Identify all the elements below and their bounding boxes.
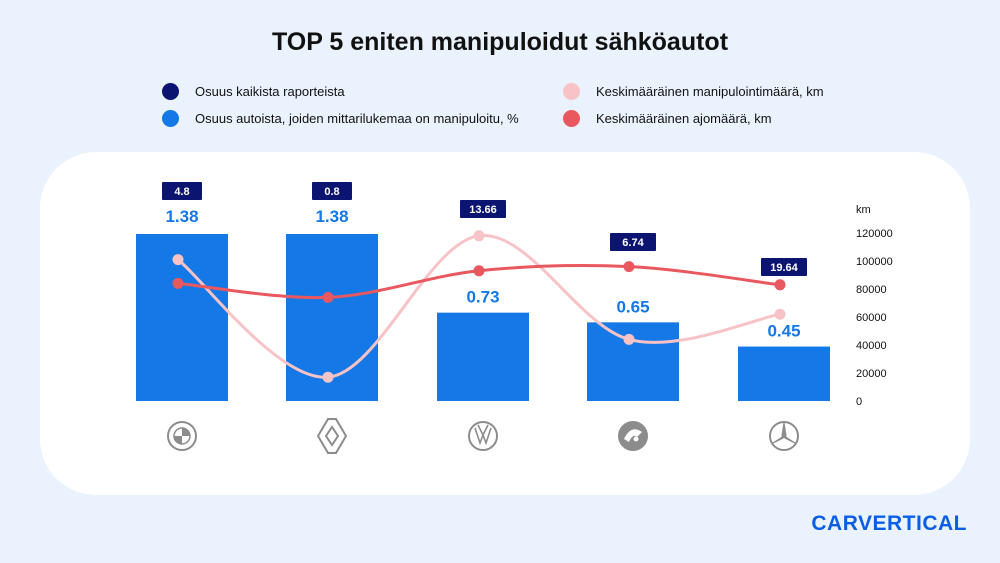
mileage-point xyxy=(774,279,786,291)
legend-item-manipulated-share: Osuus autoista, joiden mittarilukemaa on… xyxy=(162,110,519,127)
bar xyxy=(738,346,830,401)
legend-item-reports-share: Osuus kaikista raporteista xyxy=(162,83,345,100)
y-tick-label: 120000 xyxy=(856,228,893,240)
y-tick-label: 60000 xyxy=(856,312,887,324)
volkswagen-icon xyxy=(468,421,498,451)
legend-label: Osuus autoista, joiden mittarilukemaa on… xyxy=(195,111,519,126)
manipulation-point xyxy=(473,230,485,242)
legend-dot-pink xyxy=(563,83,580,100)
chart-title: TOP 5 eniten manipuloidut sähköautot xyxy=(271,28,729,56)
skoda-icon-arrow xyxy=(624,429,642,442)
mileage-point xyxy=(623,261,635,273)
report-share-box xyxy=(761,258,807,276)
bar-value-label: 0.45 xyxy=(767,322,800,341)
report-share-label: 19.64 xyxy=(770,262,798,274)
legend-label: Keskimääräinen ajomäärä, km xyxy=(596,111,772,126)
report-share-box xyxy=(610,233,656,251)
bar xyxy=(437,312,529,401)
skoda-icon-dot xyxy=(633,436,639,442)
legend-label: Keskimääräinen manipulointimäärä, km xyxy=(596,84,824,99)
report-share-box xyxy=(312,182,352,200)
y-tick-label: 0 xyxy=(856,396,862,408)
bmw-icon-quadrants xyxy=(174,428,190,444)
bar xyxy=(286,234,378,401)
report-share-label: 0.8 xyxy=(324,186,339,198)
legend-label: Osuus kaikista raporteista xyxy=(195,84,345,99)
bar-value-label: 0.65 xyxy=(616,297,649,316)
manipulation-point xyxy=(774,308,786,320)
legend-dot-blue xyxy=(162,110,179,127)
report-share-box xyxy=(460,200,506,218)
bar-value-label: 1.38 xyxy=(315,207,348,226)
y-tick-label: 100000 xyxy=(856,256,893,268)
carvertical-logo: CARVERTICAL xyxy=(811,512,967,535)
manipulation-point xyxy=(322,371,334,383)
y-tick-label: 80000 xyxy=(856,284,887,296)
legend-item-avg-mileage: Keskimääräinen ajomäärä, km xyxy=(563,110,772,127)
y-tick-label: 20000 xyxy=(856,368,887,380)
mileage-point xyxy=(473,265,485,277)
mercedes-icon-star xyxy=(772,422,796,444)
legend-dot-navy xyxy=(162,83,179,100)
report-share-label: 13.66 xyxy=(469,204,497,216)
bar-value-label: 1.38 xyxy=(165,207,198,226)
report-share-label: 4.8 xyxy=(174,186,189,198)
manipulation-point xyxy=(172,254,184,266)
legend-dot-red xyxy=(563,110,580,127)
legend-item-avg-manipulation: Keskimääräinen manipulointimäärä, km xyxy=(563,83,824,100)
volkswagen-icon-letters xyxy=(474,424,492,446)
mileage-point xyxy=(322,291,334,303)
mercedes-icon xyxy=(769,421,799,451)
bar-value-label: 0.73 xyxy=(466,288,499,307)
y-axis-unit-label: km xyxy=(856,204,871,216)
report-share-box xyxy=(162,182,202,200)
report-share-label: 6.74 xyxy=(622,237,644,249)
manipulation-point xyxy=(623,333,635,345)
bmw-icon xyxy=(167,421,197,451)
mileage-point xyxy=(172,277,184,289)
bar xyxy=(587,322,679,401)
y-tick-label: 40000 xyxy=(856,340,887,352)
renault-icon xyxy=(316,418,348,454)
